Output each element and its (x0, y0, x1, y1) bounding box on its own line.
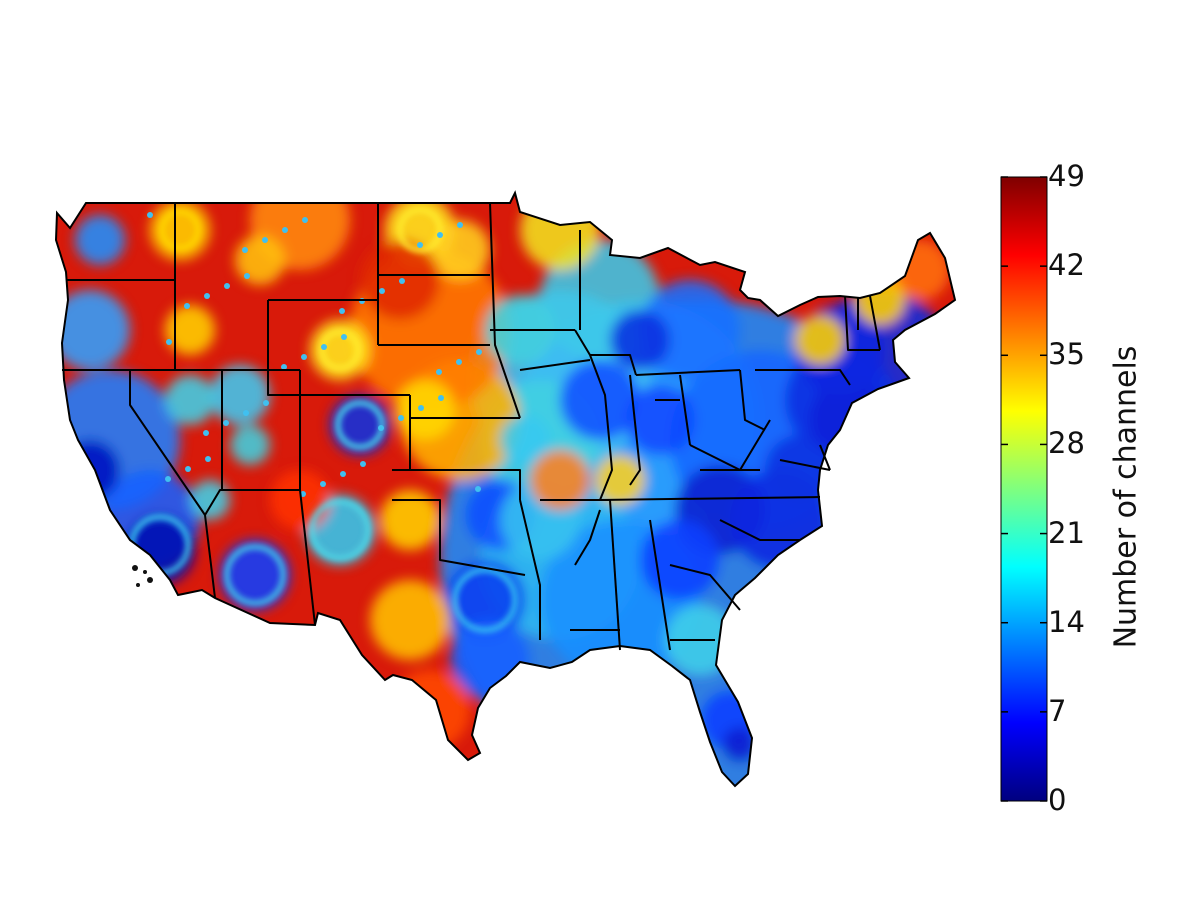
state-border (519, 359, 591, 371)
colorbar-tick-label: 35 (1048, 337, 1085, 372)
state-border (574, 509, 601, 566)
colorbar-tick-label: 28 (1048, 426, 1085, 461)
state-border (574, 329, 613, 501)
state-border (679, 374, 691, 446)
state-border (299, 489, 316, 626)
state-border (489, 202, 521, 419)
state-border (392, 469, 521, 500)
state-border (755, 369, 851, 386)
state-border (392, 499, 526, 576)
state-border (129, 370, 216, 599)
state-border (267, 300, 410, 396)
coastal-islands (132, 565, 153, 587)
state-border (629, 374, 641, 486)
colorbar-tick-label: 14 (1048, 604, 1085, 639)
state-border (590, 354, 637, 376)
state-border (609, 499, 621, 651)
colorbar-tick-label: 21 (1048, 515, 1085, 550)
colorbar-tick-label: 0 (1048, 783, 1067, 817)
colorbar-ticks (1001, 176, 1047, 802)
state-border (844, 295, 880, 351)
colorbar (1000, 176, 1048, 802)
colorbar-tick-label: 42 (1048, 248, 1085, 283)
state-border (669, 564, 741, 611)
state-border (599, 496, 821, 501)
state-border (869, 295, 881, 351)
state-border (519, 499, 541, 640)
state-border (204, 489, 300, 516)
state-border (649, 519, 671, 651)
colorbar-title: Number of channels (1108, 345, 1144, 649)
colorbar-tick-label: 49 (1048, 159, 1085, 193)
state-border (719, 519, 800, 541)
state-border (635, 369, 741, 376)
state-borders (62, 202, 881, 651)
state-border (739, 369, 766, 431)
colorbar-tick-label: 7 (1048, 693, 1067, 728)
channel-density-heatmap (56, 193, 955, 786)
state-border (779, 459, 831, 471)
